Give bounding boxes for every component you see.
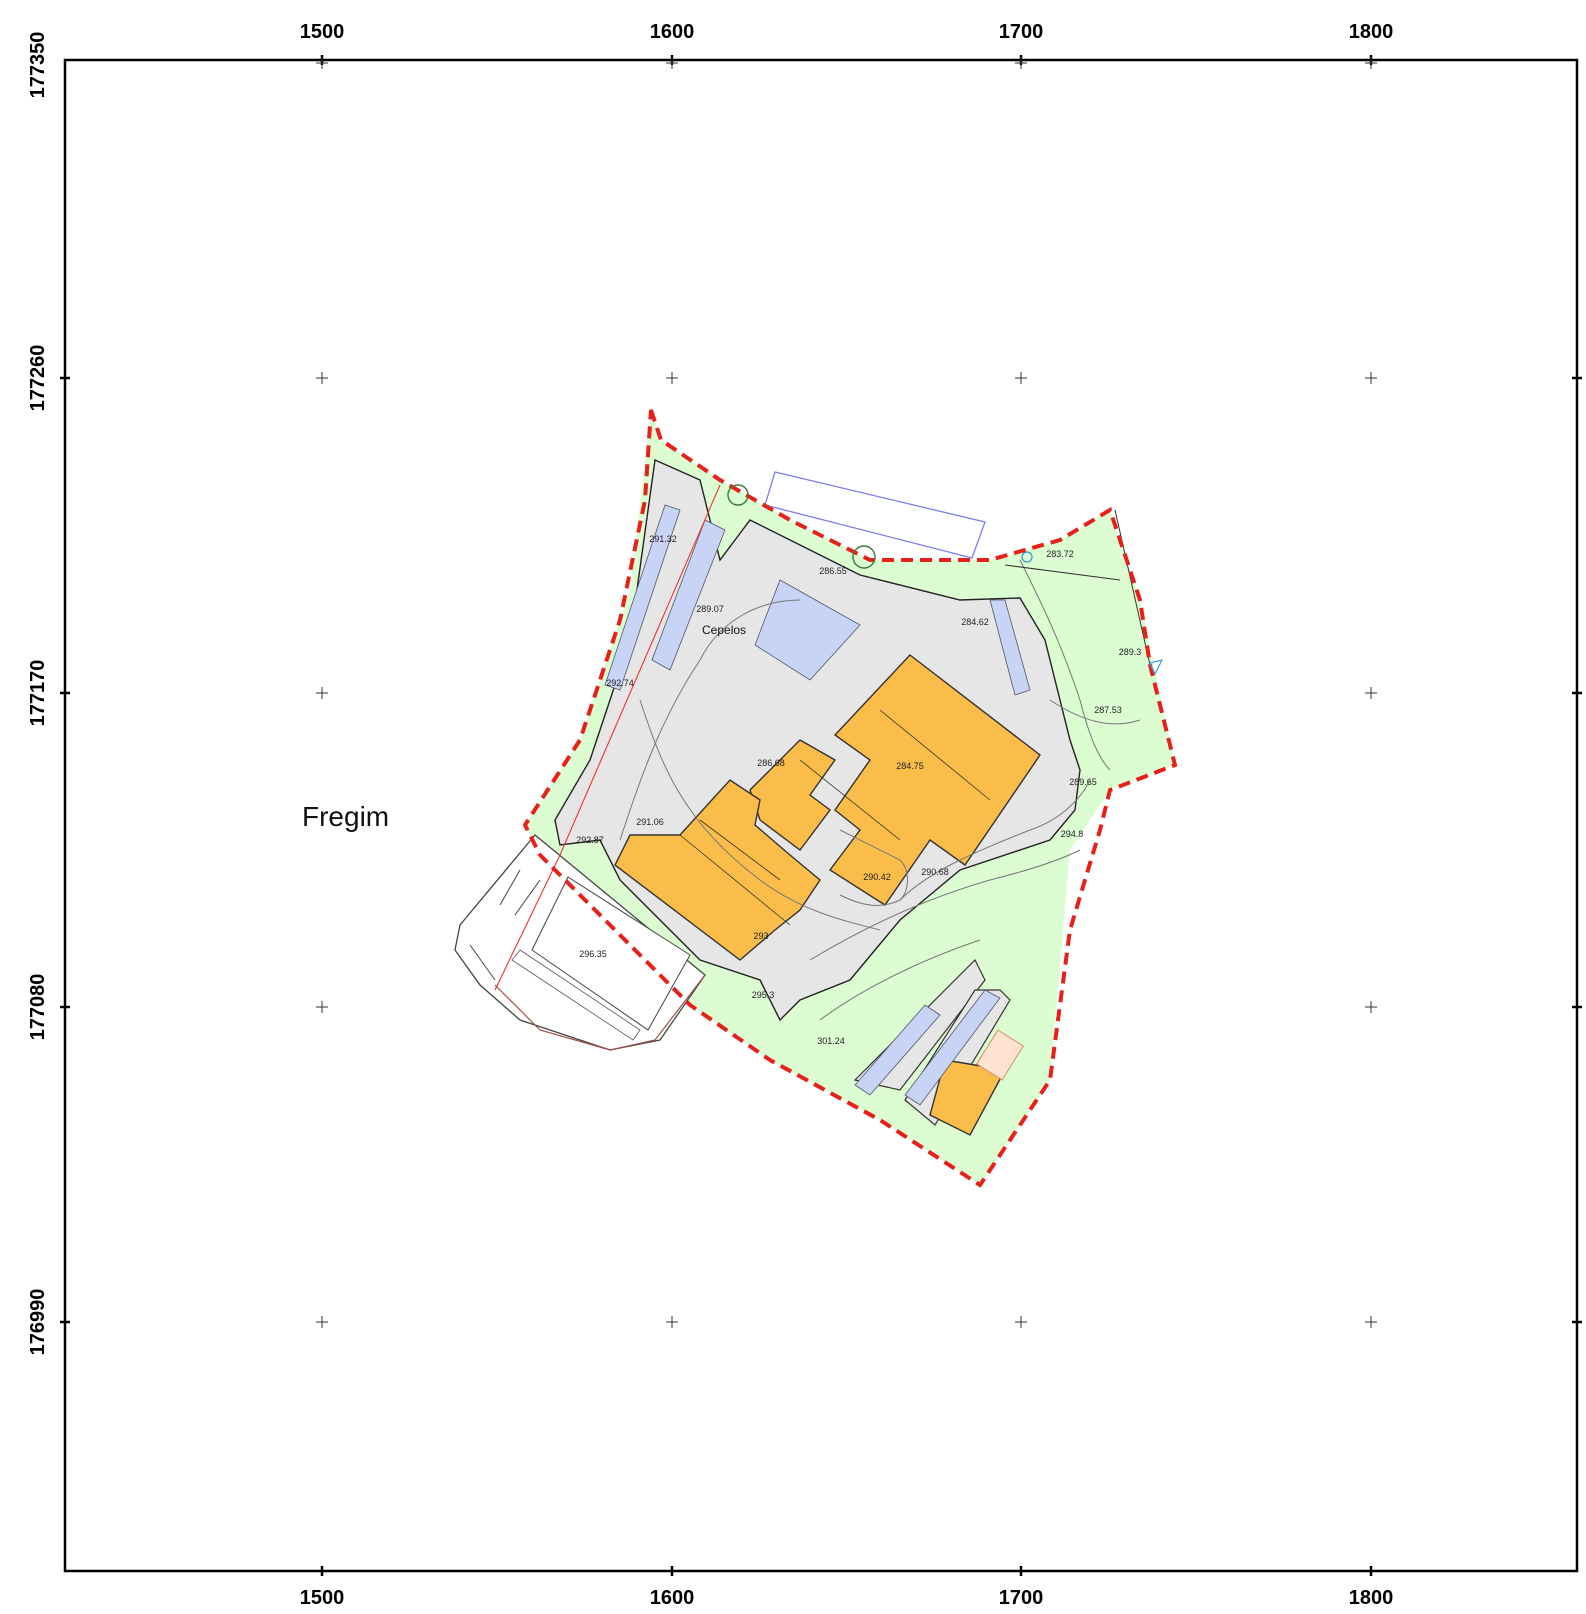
parking-upper-strip — [651, 519, 726, 671]
elevation-label: 291.32 — [649, 534, 677, 544]
y-tick-177260: 177260 — [27, 345, 49, 412]
building-roof-lines — [679, 709, 991, 926]
tree-icon — [852, 545, 876, 569]
elevation-label: 284.75 — [896, 761, 924, 771]
planned-parcel-outline — [764, 471, 986, 559]
elevation-label: 292.74 — [606, 678, 634, 688]
elevation-label: 283.72 — [1046, 549, 1074, 559]
elevation-label: 290.42 — [863, 872, 891, 882]
x-tick-bottom-1600: 1600 — [650, 1587, 695, 1609]
elevation-label: 291.06 — [636, 817, 664, 827]
elevation-label: 289.07 — [696, 604, 724, 614]
external-lot-ramp — [469, 869, 541, 981]
contour-lines — [619, 559, 1141, 1021]
parking-left-strip — [604, 504, 681, 691]
elevation-label: 289.65 — [1069, 777, 1097, 787]
y-tick-176990: 176990 — [27, 1289, 49, 1356]
parking-right-strip — [989, 599, 1031, 696]
y-tick-177170: 177170 — [27, 660, 49, 727]
elevation-label: 295.3 — [752, 990, 775, 1000]
x-tick-bottom-1500: 1500 — [300, 1587, 345, 1609]
fence-line — [1004, 509, 1151, 666]
elevation-label: 284.62 — [961, 617, 989, 627]
parking-center-block — [754, 579, 861, 681]
place-label-fregim: Fregim — [302, 801, 389, 832]
x-tick-top-1500: 1500 — [300, 21, 345, 43]
elevation-label: 287.53 — [1094, 705, 1122, 715]
parking-lower-right-strip — [904, 989, 1001, 1106]
elevation-label: 286.55 — [819, 566, 847, 576]
hatched-area — [975, 1029, 1025, 1081]
buildings — [614, 654, 1041, 1136]
elevation-label: 286.68 — [757, 758, 785, 768]
parking-stalls — [511, 504, 1031, 1106]
elevation-label: 296.35 — [579, 949, 607, 959]
x-tick-bottom-1700: 1700 — [999, 1587, 1044, 1609]
y-tick-177350: 177350 — [27, 32, 49, 99]
building-sw — [614, 779, 821, 961]
place-label-cepelos: Cepelos — [702, 623, 746, 637]
elevation-label: 301.24 — [817, 1036, 845, 1046]
elevation-label: 293 — [753, 931, 768, 941]
tree-icons — [727, 484, 876, 569]
lower-road-2 — [904, 989, 1011, 1126]
parking-lower-left-strip — [854, 1004, 941, 1096]
external-lot-edge — [494, 974, 706, 1051]
site-boundary — [522, 409, 1178, 1188]
x-tick-top-1800: 1800 — [1349, 21, 1394, 43]
x-tick-bottom-1800: 1800 — [1349, 1587, 1394, 1609]
elevation-labels: 291.32 289.07 286.55 283.72 284.62 289.3… — [576, 534, 1141, 1046]
marker-icon — [1149, 659, 1164, 676]
x-tick-top-1700: 1700 — [999, 21, 1044, 43]
elevation-label: 294.8 — [1061, 829, 1084, 839]
elevation-label: 289.3 — [1119, 647, 1142, 657]
tree-icon — [727, 484, 749, 506]
x-tick-top-1600: 1600 — [650, 21, 695, 43]
elevation-label: 292.87 — [576, 835, 604, 845]
red-thin-line — [494, 484, 721, 991]
parking-ext-stalls — [511, 949, 641, 1041]
external-lot-inner — [531, 876, 691, 1031]
y-tick-177080: 177080 — [27, 974, 49, 1041]
building-main-ne — [828, 654, 1041, 906]
elevation-label: 290.68 — [921, 867, 949, 877]
well-icon — [1021, 551, 1033, 563]
